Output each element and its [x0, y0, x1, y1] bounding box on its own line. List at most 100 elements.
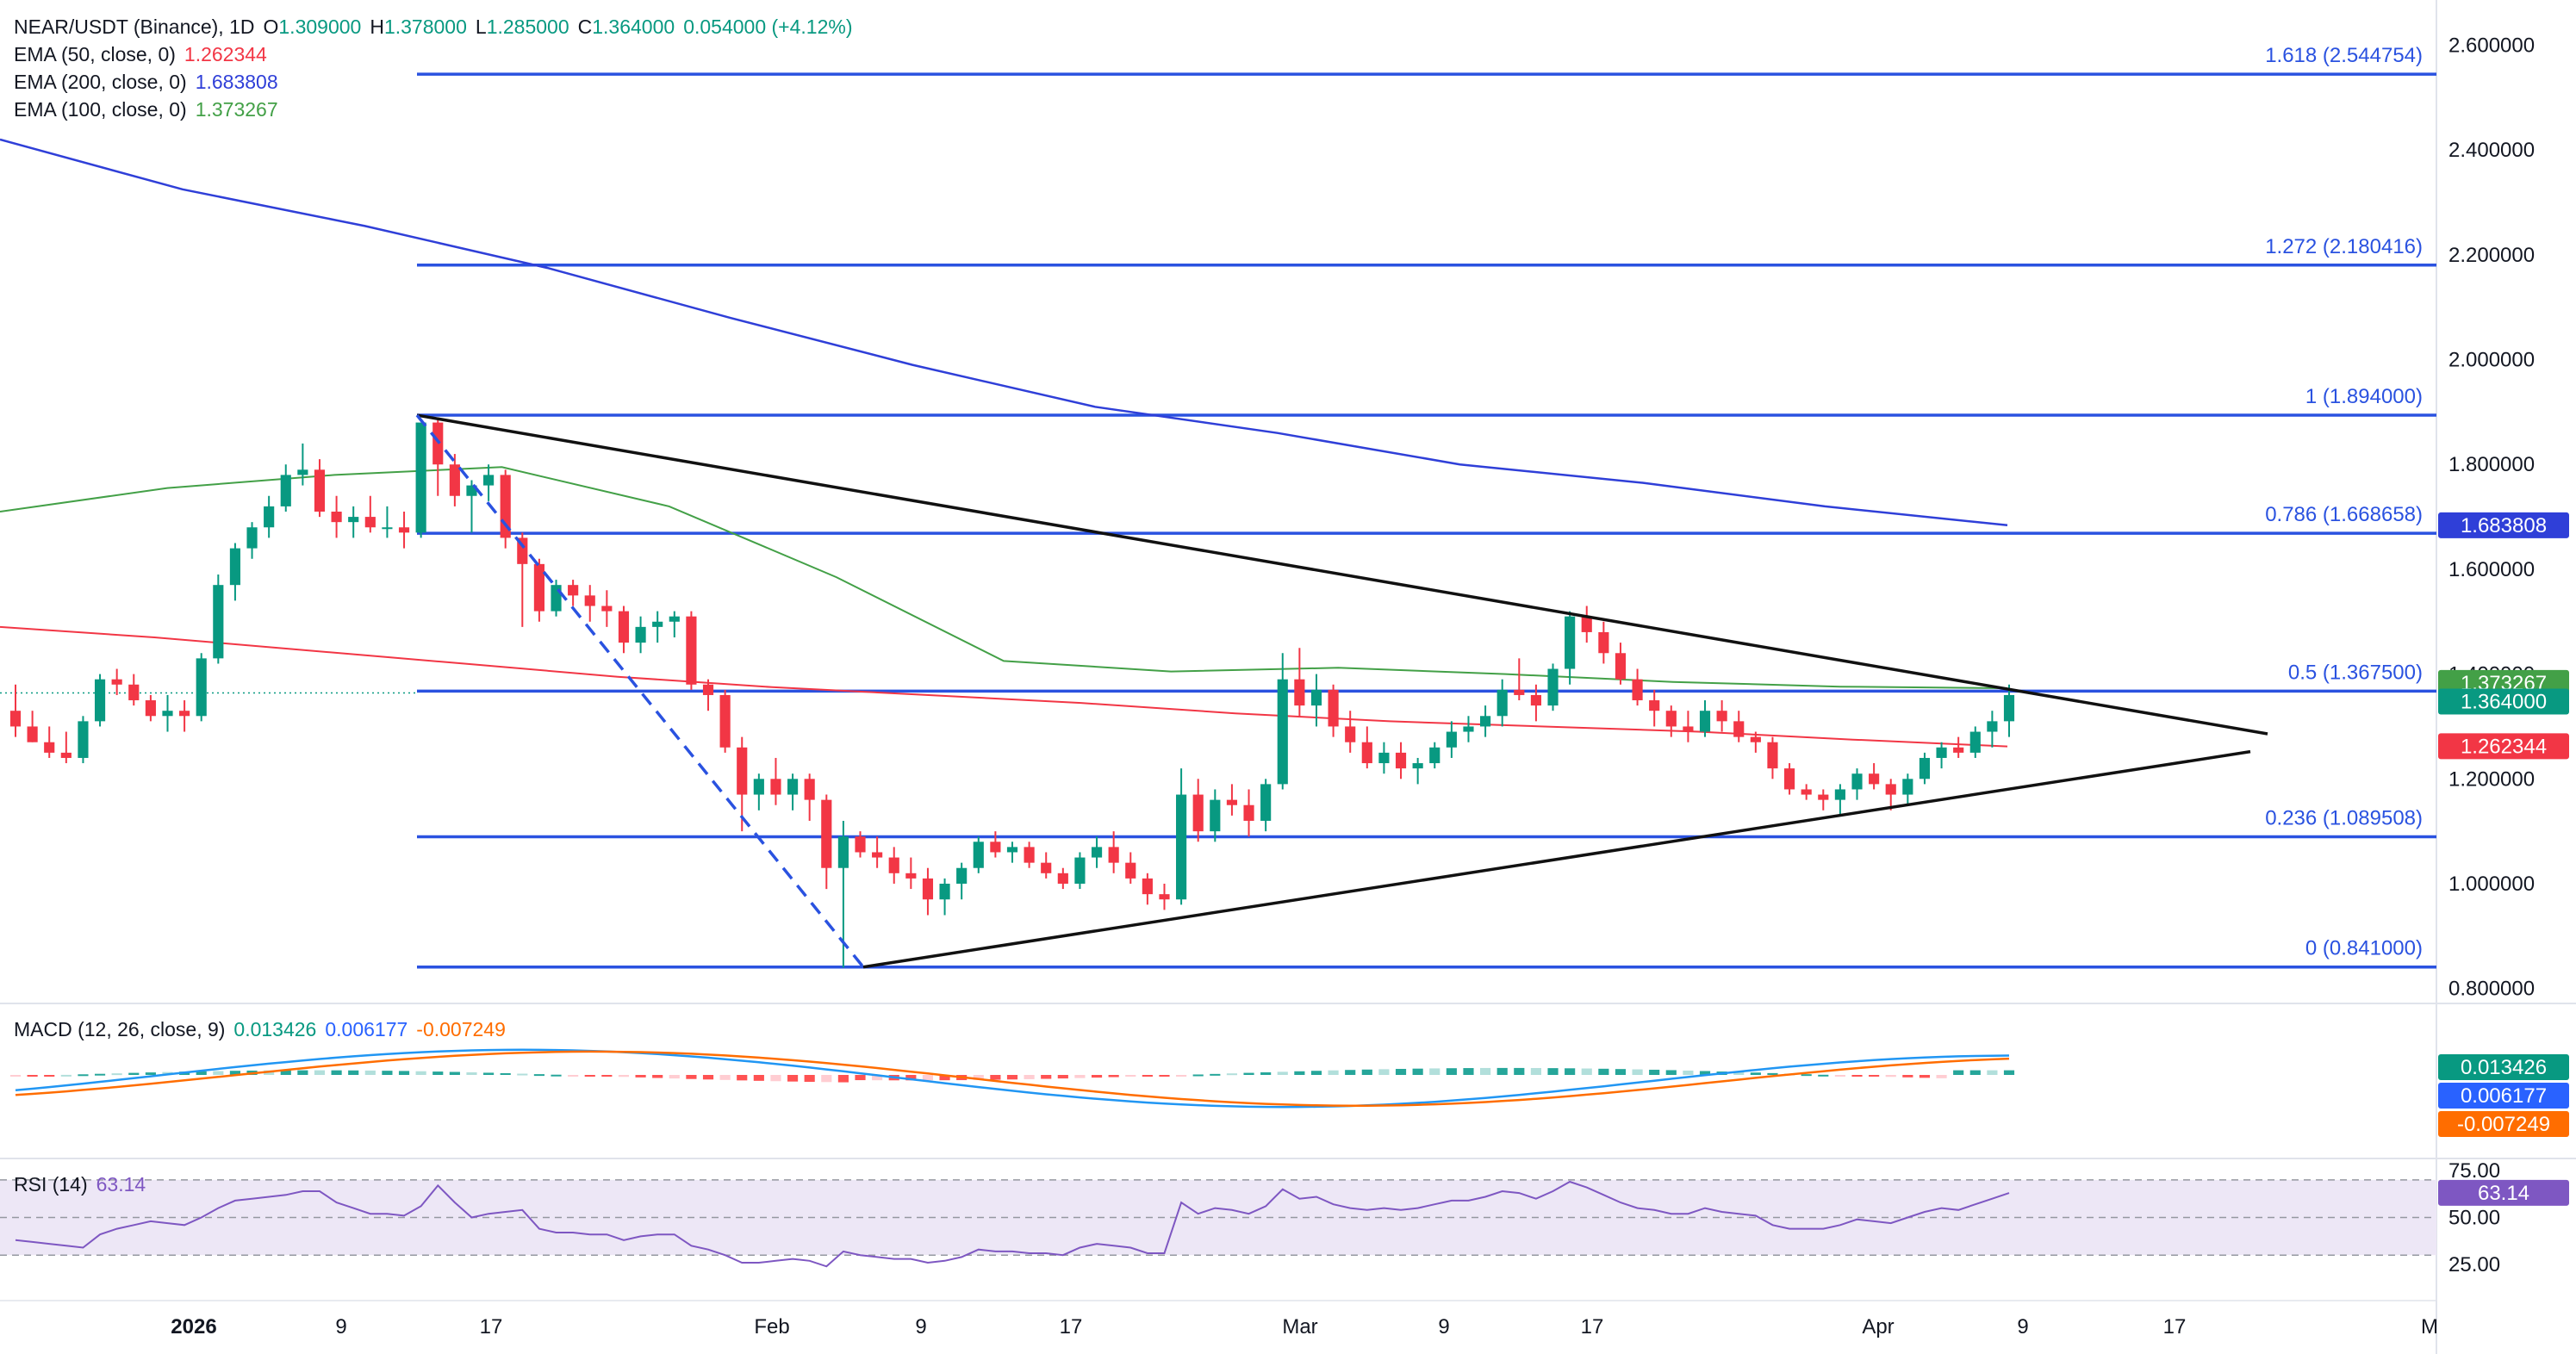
price-axis-label-box	[2438, 688, 2569, 715]
candle-body	[1176, 794, 1187, 900]
macd-histogram-bar	[584, 1075, 595, 1077]
legend-macd[interactable]: MACD (12, 26, close, 9) 0.013426 0.006177-…	[14, 1016, 514, 1042]
macd-histogram-bar	[1496, 1067, 1508, 1075]
macd-histogram-bar	[483, 1072, 495, 1075]
candle-body	[939, 883, 950, 900]
candle-body	[568, 585, 579, 596]
legend-ema200[interactable]: EMA (200, close, 0) 1.683808	[14, 69, 287, 95]
ema100-label: EMA (100, close, 0)	[14, 98, 187, 121]
candle-body	[1649, 700, 1660, 711]
candle-body	[1834, 789, 1845, 800]
macd-histogram-bar	[1767, 1072, 1778, 1075]
macd-histogram-bar	[432, 1071, 444, 1075]
candle-body	[364, 517, 376, 528]
legend-rsi[interactable]: RSI (14) 63.14	[14, 1171, 154, 1197]
ohlc-low: L1.285000	[475, 16, 569, 38]
macd-axis-label-box	[2438, 1054, 2569, 1080]
macd-histogram-bar	[314, 1070, 326, 1075]
macd-histogram-bar	[1632, 1069, 1643, 1075]
candle-body	[1243, 804, 1254, 821]
macd-histogram-bar	[500, 1072, 511, 1075]
macd-histogram-bar	[196, 1071, 207, 1075]
candle-body	[1345, 726, 1356, 742]
ema200-line	[0, 138, 2008, 527]
candle-body	[1750, 736, 1761, 742]
macd-histogram-bar	[1057, 1075, 1068, 1079]
candle-body	[449, 464, 460, 496]
ema100-line	[0, 466, 2008, 689]
legend-symbol-row: NEAR/USDT (Binance), 1D O1.309000 H1.37800…	[14, 14, 861, 40]
macd-histogram-bar	[837, 1075, 849, 1083]
price-axis-label: 1.262344	[2461, 735, 2547, 758]
x-tick-label: Mar	[1282, 1315, 1317, 1338]
fib-anchor-dashed-line	[415, 413, 865, 968]
candle-body	[145, 700, 156, 717]
ema50-label: EMA (50, close, 0)	[14, 43, 176, 65]
macd-histogram-bar	[1024, 1075, 1035, 1079]
ema50-value: 1.262344	[184, 43, 267, 65]
candle-body	[770, 779, 781, 795]
legend-ema50[interactable]: EMA (50, close, 0) 1.262344	[14, 41, 276, 67]
macd-histogram-bar	[1294, 1071, 1305, 1075]
macd-signal-value: 0.006177	[325, 1018, 408, 1040]
y-tick-label: 2.200000	[2448, 244, 2535, 267]
candle-body	[1801, 789, 1812, 795]
x-tick-label: 9	[1438, 1315, 1449, 1338]
candle-body	[483, 475, 495, 486]
x-tick-label: Apr	[1862, 1315, 1894, 1338]
candle-body	[1615, 653, 1627, 680]
price-axis-label: 1.364000	[2461, 691, 2547, 714]
rsi-value-label: 63.14	[2478, 1182, 2529, 1205]
macd-histogram-bar	[719, 1075, 731, 1080]
ema200-value: 1.683808	[195, 71, 278, 93]
fib-level-label: 1.272 (2.180416)	[2265, 235, 2423, 258]
candle-body	[78, 721, 89, 758]
candle-body	[1818, 794, 1829, 800]
macd-histogram-bar	[1818, 1074, 1829, 1077]
macd-histogram-bar	[145, 1072, 156, 1075]
macd-histogram-bar	[1412, 1068, 1423, 1075]
candle-body	[1683, 726, 1694, 732]
rsi-value-label-box	[2438, 1179, 2569, 1206]
price-axis-label: 1.683808	[2461, 514, 2547, 537]
macd-histogram-bar	[990, 1075, 1001, 1080]
x-tick-label: M	[2421, 1315, 2438, 1338]
candle-body	[382, 527, 393, 530]
macd-histogram-bar	[1514, 1067, 1525, 1075]
x-tick-label: 17	[2163, 1315, 2187, 1338]
candle-body	[1919, 757, 1931, 779]
legend-ema100[interactable]: EMA (100, close, 0) 1.373267	[14, 96, 287, 122]
candle-body	[280, 475, 291, 506]
symbol-title[interactable]: NEAR/USDT (Binance), 1D	[14, 16, 255, 38]
macd-histogram-bar	[652, 1075, 663, 1078]
candle-body	[1378, 752, 1390, 764]
macd-histogram-bar	[1345, 1070, 1356, 1075]
x-tick-label: 17	[1060, 1315, 1083, 1338]
macd-histogram-bar	[702, 1075, 714, 1080]
candle-body	[533, 563, 544, 612]
x-tick-label: 17	[480, 1315, 503, 1338]
macd-histogram-bar	[1210, 1073, 1221, 1076]
candle-body	[1142, 878, 1153, 895]
candle-body	[686, 616, 697, 685]
macd-histogram-bar	[1683, 1070, 1694, 1075]
candle-body	[551, 585, 562, 612]
macd-axis-label-box	[2438, 1111, 2569, 1137]
macd-histogram-bar	[905, 1075, 917, 1081]
macd-histogram-bar	[618, 1075, 630, 1078]
candle-body	[213, 585, 224, 659]
candle-body	[1210, 799, 1221, 832]
macd-histogram-bar	[517, 1073, 528, 1076]
macd-histogram-bar	[1936, 1075, 1947, 1078]
macd-histogram-bar	[382, 1071, 393, 1075]
macd-histogram-bar	[601, 1075, 613, 1077]
macd-histogram-bar	[1699, 1071, 1711, 1075]
candle-body	[1294, 679, 1305, 706]
candle-body	[888, 857, 899, 873]
candle-body	[179, 711, 190, 717]
candle-body	[1429, 747, 1440, 764]
macd-histogram-bar	[1125, 1075, 1136, 1077]
candle-body	[652, 621, 663, 627]
candle-body	[1412, 763, 1423, 769]
